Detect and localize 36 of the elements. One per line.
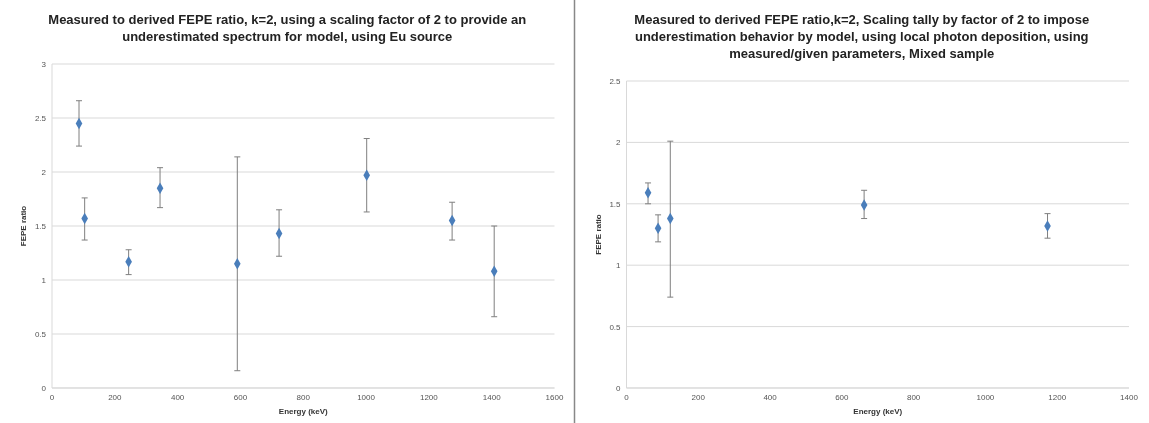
x-axis-title: Energy (keV) bbox=[853, 407, 903, 416]
x-tick-label: 1200 bbox=[419, 393, 439, 402]
y-tick-label: 1 bbox=[41, 276, 47, 285]
y-tick-label: 1.5 bbox=[34, 222, 47, 231]
x-tick-label: 400 bbox=[170, 393, 185, 402]
x-tick-label: 0 bbox=[624, 393, 630, 402]
y-tick-label: 1 bbox=[616, 261, 622, 271]
x-tick-label: 1000 bbox=[357, 393, 376, 402]
y-tick-label: 0 bbox=[616, 384, 622, 393]
y-tick-label: 0 bbox=[41, 384, 47, 393]
x-tick-label: 600 bbox=[233, 393, 248, 402]
y-axis-title: FEPE ratio bbox=[593, 214, 603, 255]
y-tick-label: 0.5 bbox=[34, 330, 47, 339]
x-tick-label: 600 bbox=[835, 393, 850, 402]
y-tick-label: 2.5 bbox=[34, 114, 47, 123]
x-tick-label: 1400 bbox=[482, 393, 502, 402]
x-tick-label: 1000 bbox=[976, 393, 995, 402]
chart-title: Measured to derived FEPE ratio,k=2, Scaling tally by factor of 2 to impose underestimation behavior by model, using local photon deposition, using measured/given parameters, Mixed sample bbox=[634, 12, 1090, 61]
y-axis-title: FEPE ratio bbox=[19, 205, 28, 247]
y-tick-label: 3 bbox=[41, 60, 47, 69]
y-tick-label: 2 bbox=[41, 168, 47, 177]
x-tick-label: 800 bbox=[296, 393, 311, 402]
y-tick-label: 0.5 bbox=[609, 322, 622, 332]
chart-title: Measured to derived FEPE ratio, k=2, using a scaling factor of 2 to provide an underestimated spectrum for model, using Eu source bbox=[48, 12, 527, 44]
x-tick-label: 1200 bbox=[1048, 393, 1067, 402]
x-tick-label: 1400 bbox=[1120, 393, 1139, 402]
x-tick-label: 1600 bbox=[545, 393, 564, 402]
y-tick-label: 1.5 bbox=[609, 199, 622, 209]
y-tick-label: 2.5 bbox=[609, 77, 622, 86]
x-tick-label: 200 bbox=[108, 393, 123, 402]
y-tick-label: 2 bbox=[616, 138, 622, 148]
x-tick-label: 0 bbox=[49, 393, 55, 402]
x-tick-label: 200 bbox=[691, 393, 706, 402]
x-tick-label: 400 bbox=[763, 393, 778, 402]
x-tick-label: 800 bbox=[906, 393, 921, 402]
x-axis-title: Energy (keV) bbox=[278, 407, 329, 416]
